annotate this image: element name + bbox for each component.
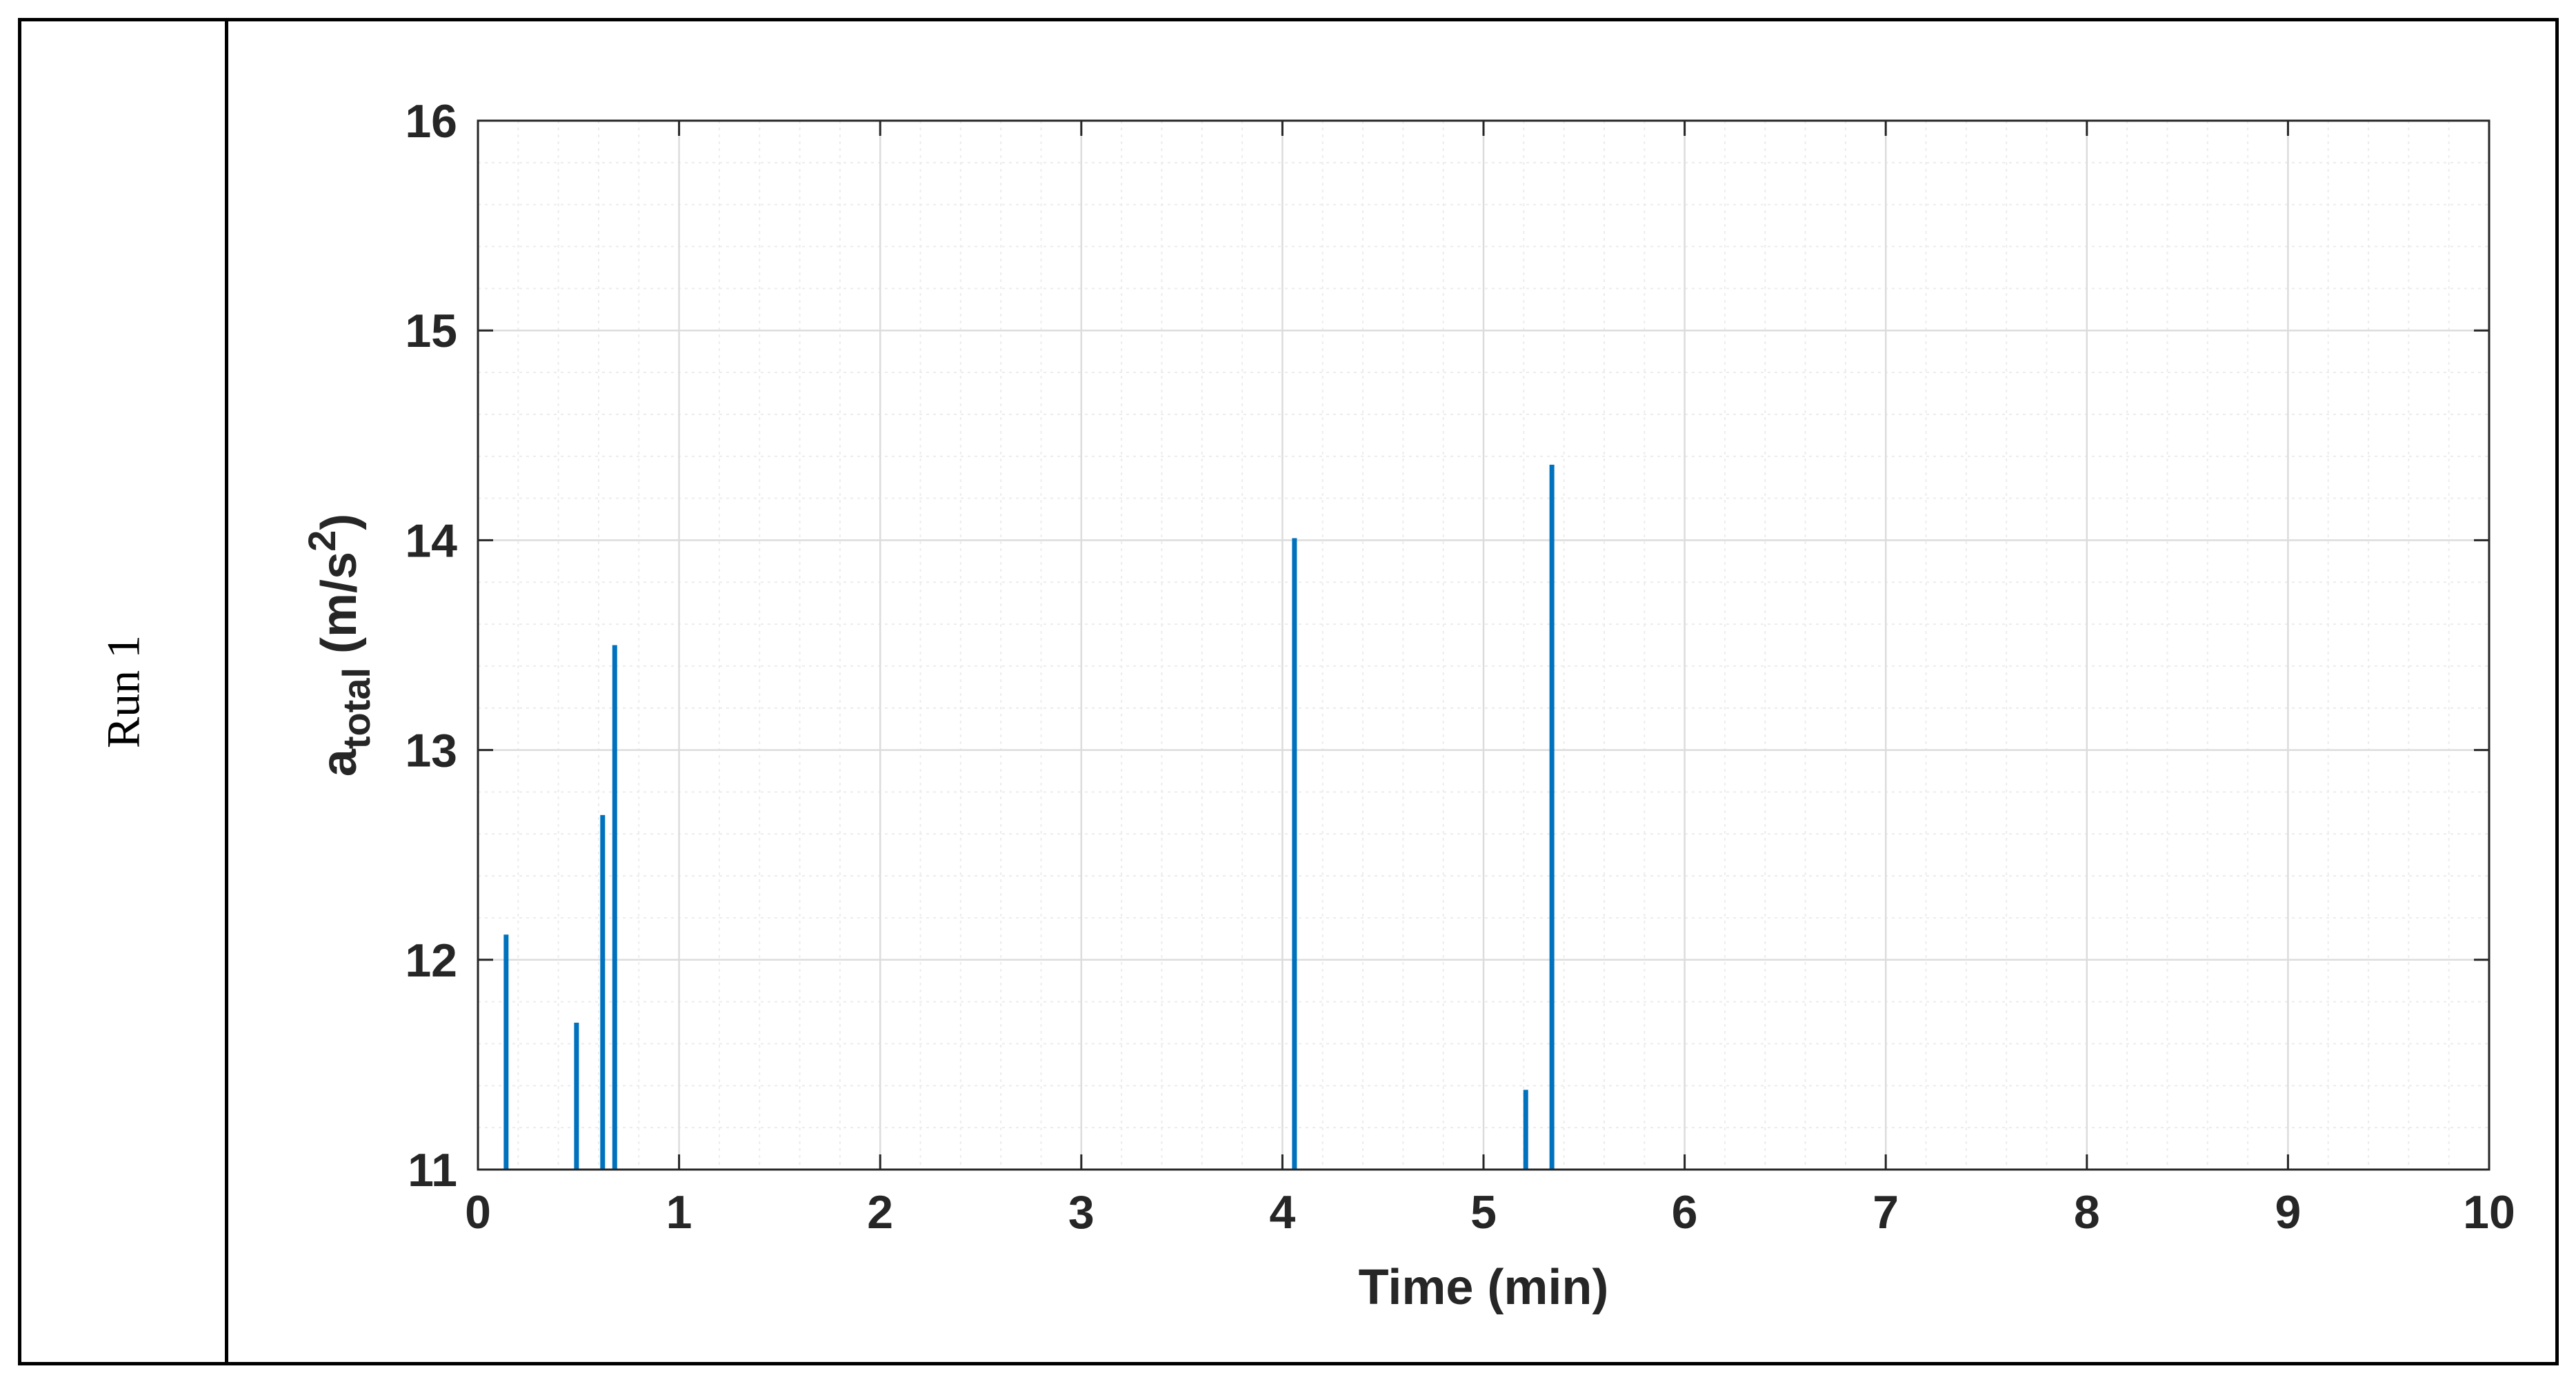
y-axis-label-superscript: 2	[300, 530, 343, 552]
y-axis-label-unit: (m/s	[312, 552, 367, 668]
x-tick-label: 7	[1873, 1186, 1899, 1239]
row-label: Run 1	[97, 634, 149, 749]
x-tick-label: 8	[2074, 1186, 2100, 1239]
y-tick-label: 16	[405, 95, 457, 148]
y-tick-label: 14	[405, 514, 457, 567]
x-tick-label: 9	[2275, 1186, 2301, 1239]
table-frame: Run 1 0 1 2 3 4 5 6 7 8 9 10 11 12 13 14 15 16 Time (min…	[18, 18, 2559, 1365]
y-axis-label-main: a	[312, 748, 367, 776]
x-tick-label: 5	[1470, 1186, 1497, 1239]
x-tick-label: 2	[867, 1186, 893, 1239]
y-tick-label: 13	[405, 725, 457, 777]
y-tick-label: 11	[408, 1144, 457, 1196]
x-tick-label: 4	[1269, 1186, 1295, 1239]
x-axis-label: Time (min)	[1359, 1260, 1609, 1315]
chart-cell: 0 1 2 3 4 5 6 7 8 9 10 11 12 13 14 15 16 Time (min) atot…	[228, 21, 2555, 1362]
x-tick-label: 1	[666, 1186, 692, 1239]
x-tick-label: 6	[1672, 1186, 1698, 1239]
grid-layer	[477, 119, 2490, 1171]
y-axis-label: atotal (m/s2)	[300, 514, 378, 776]
y-tick-label: 12	[405, 934, 457, 987]
x-tick-label: 0	[465, 1186, 491, 1239]
y-axis-label-close: )	[312, 514, 367, 530]
x-tick-label: 3	[1068, 1186, 1095, 1239]
y-tick-label: 15	[405, 305, 457, 357]
y-axis-label-subscript: total	[335, 668, 378, 749]
row-label-cell: Run 1	[21, 21, 228, 1362]
x-tick-label: 10	[2463, 1186, 2515, 1239]
bars-layer	[503, 464, 1555, 1170]
